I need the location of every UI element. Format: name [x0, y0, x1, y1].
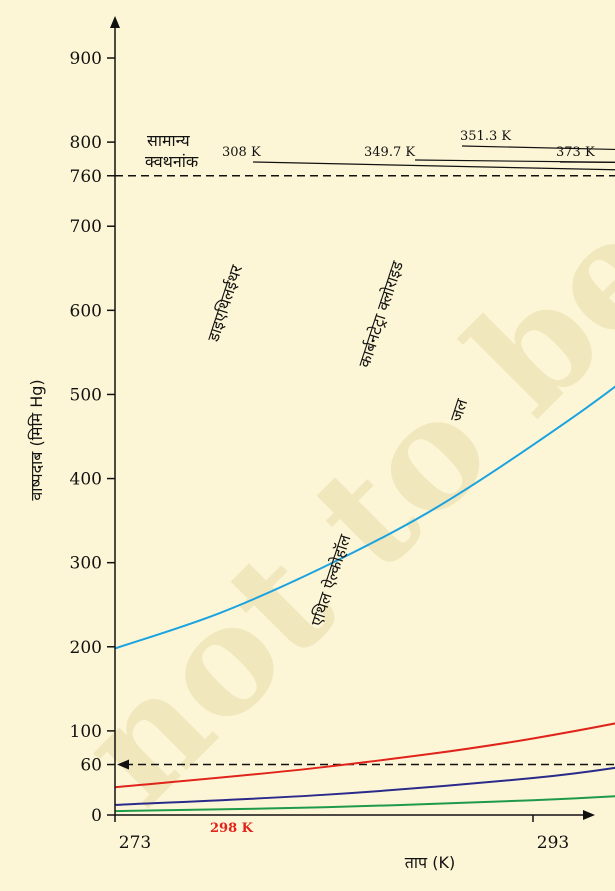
y-tick-label: 200	[70, 638, 102, 658]
bp-label-ether: 308 K	[222, 145, 261, 160]
series-line-3	[114, 795, 615, 813]
series-line-1	[114, 722, 615, 789]
x-axis-label: ताप (K)	[405, 853, 455, 872]
y-axis-label: वाष्पदाब (मिमि Hg)	[27, 379, 46, 500]
series-line-0	[114, 385, 615, 650]
highlight-temp-label: 298 K	[210, 821, 254, 836]
y-tick-label: 0	[91, 806, 102, 826]
series-curves	[114, 385, 615, 813]
x-ticks: 273293313333353373	[114, 815, 569, 853]
bp-arrows	[252, 145, 615, 171]
y-tick-label: 800	[70, 133, 102, 153]
bp-label-ethanol: 351.3 K	[460, 129, 511, 144]
series-label-ccl4: कार्बनटेट्रा क्लोराइड	[355, 258, 407, 369]
y-tick-label: 600	[70, 301, 102, 321]
bp-arrow-line-0	[252, 161, 615, 171]
y-tick-label: 60	[80, 756, 102, 776]
guide-60-arrowhead	[117, 759, 129, 770]
y-tick-label: 300	[70, 554, 102, 574]
series-label-ether: डाइएथिलईथर	[203, 262, 246, 345]
bp-label-water: 373 K	[556, 145, 595, 160]
axes	[110, 16, 595, 820]
dashed-guides	[115, 175, 615, 770]
x-axis-arrow	[583, 810, 595, 820]
y-tick-label: 400	[70, 470, 102, 490]
bp-label-ccl4: 349.7 K	[364, 145, 415, 160]
series-line-2	[114, 766, 615, 806]
normal-bp-label-line2: क्वथनांक	[145, 152, 199, 171]
x-tick-label: 293	[537, 833, 569, 853]
y-tick-label: 100	[70, 722, 102, 742]
x-tick-label: 273	[119, 833, 151, 853]
y-tick-label: 500	[70, 385, 102, 405]
y-tick-label: 700	[70, 217, 102, 237]
y-ticks: 0 60 100 200 300 400 500 600 700 760 800 900	[70, 49, 115, 826]
y-axis-arrow	[110, 16, 120, 28]
watermark: not to be republished	[45, 0, 615, 838]
y-tick-label: 760	[70, 167, 102, 187]
normal-bp-label-line1: सामान्य	[147, 131, 190, 150]
y-tick-label: 900	[70, 49, 102, 69]
